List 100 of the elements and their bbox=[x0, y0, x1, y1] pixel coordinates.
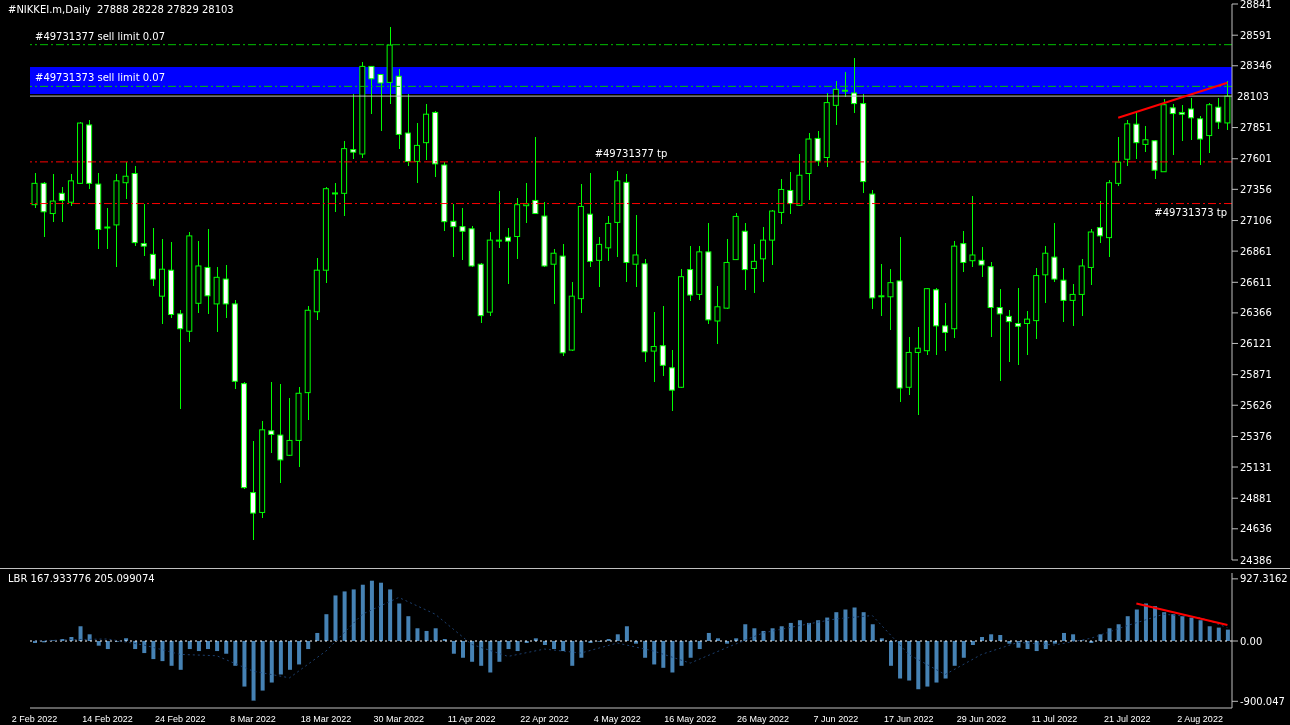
bar bbox=[998, 634, 1003, 641]
bar bbox=[342, 591, 347, 641]
bar bbox=[579, 641, 584, 658]
candlestick bbox=[1187, 96, 1194, 141]
y-tick-label: 27356 bbox=[1240, 183, 1272, 195]
bar bbox=[1198, 620, 1203, 641]
bar bbox=[360, 584, 365, 641]
bar bbox=[105, 641, 110, 650]
candlestick bbox=[1069, 283, 1076, 327]
bar bbox=[515, 641, 520, 652]
bar bbox=[615, 634, 620, 641]
bar bbox=[306, 641, 311, 650]
y-tick-label: 28841 bbox=[1240, 0, 1272, 10]
bar bbox=[388, 589, 393, 641]
bar bbox=[779, 626, 784, 641]
candlestick bbox=[250, 440, 257, 541]
bar bbox=[242, 641, 247, 687]
chart-title: LBR 167.933776 205.099074 bbox=[8, 573, 155, 584]
candlestick bbox=[632, 214, 639, 288]
bar bbox=[415, 628, 420, 641]
y-tick-label: 25871 bbox=[1240, 369, 1272, 381]
y-tick-label: 27601 bbox=[1240, 153, 1272, 165]
bar bbox=[424, 630, 429, 641]
bar bbox=[1153, 606, 1158, 641]
bar bbox=[451, 641, 456, 654]
candlestick bbox=[350, 93, 357, 160]
candlestick bbox=[778, 178, 785, 225]
y-tick-label: 26611 bbox=[1240, 276, 1272, 288]
bar bbox=[406, 616, 411, 641]
candlestick bbox=[996, 288, 1003, 382]
x-tick-label: 24 Feb 2022 bbox=[154, 714, 206, 725]
bar bbox=[1180, 616, 1185, 641]
candlestick bbox=[942, 302, 949, 352]
y-tick-label: 27106 bbox=[1240, 215, 1272, 227]
bar bbox=[151, 641, 156, 660]
y-tick-label: 24636 bbox=[1240, 523, 1272, 535]
y-tick-label: 24881 bbox=[1240, 492, 1272, 504]
candlestick bbox=[1051, 222, 1058, 283]
candlestick bbox=[495, 190, 502, 249]
candlestick bbox=[978, 246, 985, 279]
bar bbox=[333, 595, 338, 641]
bar bbox=[643, 641, 648, 658]
bar bbox=[697, 641, 702, 650]
candlestick bbox=[550, 248, 557, 305]
ref-line-label: #49731373 sell limit 0.07 bbox=[35, 72, 165, 84]
bar bbox=[196, 641, 201, 652]
bar bbox=[169, 641, 174, 666]
ref-line-label: 28103 bbox=[1237, 90, 1269, 102]
y-tick-label: 28591 bbox=[1240, 29, 1272, 41]
bar bbox=[706, 632, 711, 641]
bar bbox=[160, 641, 165, 662]
bar bbox=[688, 641, 693, 658]
candlestick bbox=[750, 243, 757, 295]
y-tick-label: -900.047 bbox=[1240, 695, 1285, 707]
bar bbox=[552, 641, 557, 650]
candlestick bbox=[122, 161, 129, 201]
candlestick bbox=[286, 397, 293, 458]
candlestick bbox=[368, 64, 375, 115]
y-tick-label: 24386 bbox=[1240, 554, 1272, 566]
bar bbox=[460, 641, 465, 658]
x-tick-label: 14 Feb 2022 bbox=[82, 714, 133, 725]
bar bbox=[1171, 614, 1176, 641]
x-tick-label: 30 Mar 2022 bbox=[373, 714, 425, 725]
y-tick-label: 28346 bbox=[1240, 60, 1272, 72]
candlestick bbox=[377, 72, 384, 132]
y-tick-label: 26861 bbox=[1240, 245, 1272, 257]
candlestick bbox=[31, 171, 38, 209]
candlestick bbox=[140, 203, 147, 257]
bar bbox=[916, 641, 921, 690]
bar bbox=[925, 641, 930, 687]
bar bbox=[797, 620, 802, 641]
bar bbox=[178, 641, 183, 670]
candlestick bbox=[1060, 266, 1067, 324]
x-tick-label: 11 Jul 2022 bbox=[1031, 714, 1078, 725]
bar bbox=[269, 641, 274, 683]
candlestick bbox=[650, 311, 657, 383]
candlestick bbox=[841, 71, 848, 98]
bar bbox=[861, 612, 866, 641]
x-tick-label: 17 Jun 2022 bbox=[883, 714, 934, 725]
bar bbox=[834, 612, 839, 641]
candlestick bbox=[332, 182, 338, 213]
bar bbox=[287, 641, 292, 670]
bar bbox=[907, 641, 912, 681]
bar bbox=[1162, 612, 1167, 641]
x-tick-label: 22 Apr 2022 bbox=[520, 714, 569, 725]
bar bbox=[1143, 603, 1148, 641]
bar bbox=[843, 609, 848, 641]
y-tick-label: 25131 bbox=[1240, 461, 1272, 473]
candlestick bbox=[450, 203, 457, 258]
candlestick bbox=[1005, 309, 1012, 364]
candlestick bbox=[1014, 287, 1021, 366]
candlestick bbox=[960, 230, 967, 273]
bar bbox=[1107, 628, 1112, 641]
bar bbox=[397, 603, 402, 641]
bar bbox=[488, 641, 493, 673]
bar bbox=[943, 641, 948, 679]
bar bbox=[187, 641, 192, 650]
bar bbox=[961, 641, 966, 658]
candlestick bbox=[58, 186, 65, 223]
line-series bbox=[34, 596, 1228, 679]
